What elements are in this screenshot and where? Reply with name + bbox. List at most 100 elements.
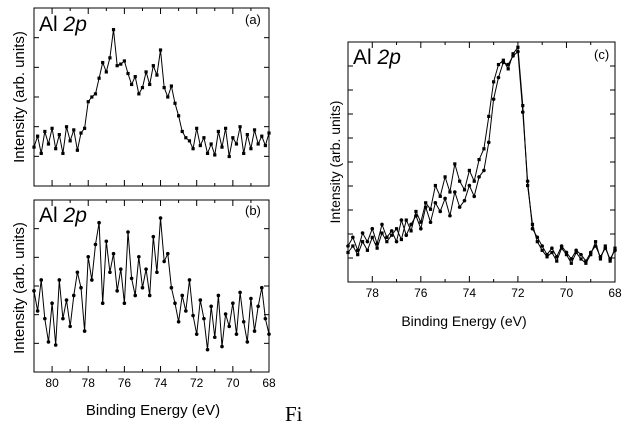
data-point	[238, 290, 242, 295]
data-point	[75, 148, 79, 152]
data-point	[394, 227, 399, 231]
data-point	[97, 220, 101, 225]
data-point	[133, 293, 138, 298]
data-point	[220, 145, 224, 149]
series-line	[347, 50, 616, 263]
data-point	[598, 257, 603, 261]
data-point	[187, 278, 192, 282]
data-point	[256, 304, 260, 309]
data-point	[574, 250, 578, 255]
data-point	[137, 254, 141, 259]
data-point	[241, 319, 246, 324]
panel-b-plot	[32, 216, 271, 352]
data-point	[43, 129, 47, 134]
data-point	[209, 304, 213, 309]
data-point	[147, 293, 152, 298]
panel-b-ylabel: Intensity (arb. units)	[11, 222, 28, 354]
data-point	[477, 175, 481, 179]
data-point	[424, 201, 428, 205]
data-point	[496, 75, 501, 80]
x-tick-label: 78	[366, 286, 380, 300]
data-point	[68, 139, 72, 143]
data-point	[155, 73, 159, 77]
data-point	[104, 239, 109, 244]
data-point	[32, 145, 36, 149]
data-point	[443, 175, 447, 179]
data-point	[249, 296, 253, 301]
data-point	[231, 136, 235, 140]
data-point	[259, 285, 264, 290]
data-point	[550, 246, 554, 250]
data-point	[433, 183, 437, 188]
data-point	[46, 142, 51, 146]
data-point	[375, 246, 379, 250]
data-point	[453, 190, 457, 194]
data-point	[35, 309, 40, 313]
data-point	[482, 147, 486, 151]
data-point	[550, 250, 554, 255]
data-point	[603, 244, 607, 248]
data-point	[140, 285, 145, 290]
data-point	[569, 261, 573, 265]
data-point	[64, 125, 69, 129]
data-point	[202, 136, 206, 140]
data-point	[526, 183, 530, 188]
data-point	[506, 67, 510, 71]
figure-caption-fragment: Fi	[285, 402, 303, 426]
panel-c: Al 2p (c) Intensity (arb. units) 78 76 74 7…	[327, 41, 622, 329]
data-point	[198, 298, 203, 302]
x-tick-label: 68	[608, 286, 622, 300]
series-line	[347, 45, 616, 265]
data-point	[227, 324, 232, 329]
data-point	[227, 154, 231, 159]
data-point	[501, 58, 505, 62]
data-point	[249, 147, 253, 151]
data-point	[198, 143, 202, 148]
data-point	[351, 235, 355, 240]
data-point	[242, 151, 246, 155]
data-point	[90, 95, 94, 99]
data-point	[53, 343, 58, 347]
x-tick-label: 72	[190, 376, 204, 390]
data-point	[126, 230, 130, 234]
data-point	[492, 80, 496, 84]
panel-a-ylabel: Intensity (arb. units)	[11, 31, 28, 163]
data-point	[216, 129, 220, 134]
data-point	[191, 147, 195, 151]
data-point	[93, 92, 98, 96]
x-tick-label: 68	[262, 376, 276, 390]
data-point	[155, 270, 159, 275]
data-point	[545, 255, 549, 259]
panel-a-title: Al 2p	[39, 13, 87, 36]
panel-c-frame	[347, 41, 616, 283]
data-point	[43, 316, 47, 321]
data-point	[380, 231, 384, 235]
x-tick-label: 74	[154, 376, 168, 390]
data-point	[389, 229, 394, 233]
data-point	[140, 86, 145, 90]
data-point	[370, 226, 375, 231]
data-point	[385, 235, 389, 240]
panel-b: Al 2p (b) Intensity (arb. units) 80 78 76 7…	[11, 199, 276, 419]
data-point	[86, 254, 91, 259]
data-point	[195, 126, 199, 130]
data-point	[608, 259, 612, 263]
panel-c-plot	[346, 45, 617, 265]
data-point	[511, 52, 515, 56]
data-point	[64, 298, 69, 302]
data-point	[252, 128, 257, 132]
data-point	[209, 142, 213, 146]
data-point	[613, 246, 617, 250]
data-point	[220, 344, 224, 349]
data-point	[443, 196, 447, 201]
data-point	[213, 153, 217, 157]
data-point	[448, 213, 452, 218]
data-point	[394, 239, 399, 244]
data-point	[158, 48, 163, 52]
data-point	[589, 253, 593, 257]
data-point	[205, 347, 210, 352]
data-point	[245, 340, 250, 344]
data-point	[184, 136, 188, 140]
panel-a-ticks	[33, 8, 270, 186]
data-point	[496, 62, 501, 67]
